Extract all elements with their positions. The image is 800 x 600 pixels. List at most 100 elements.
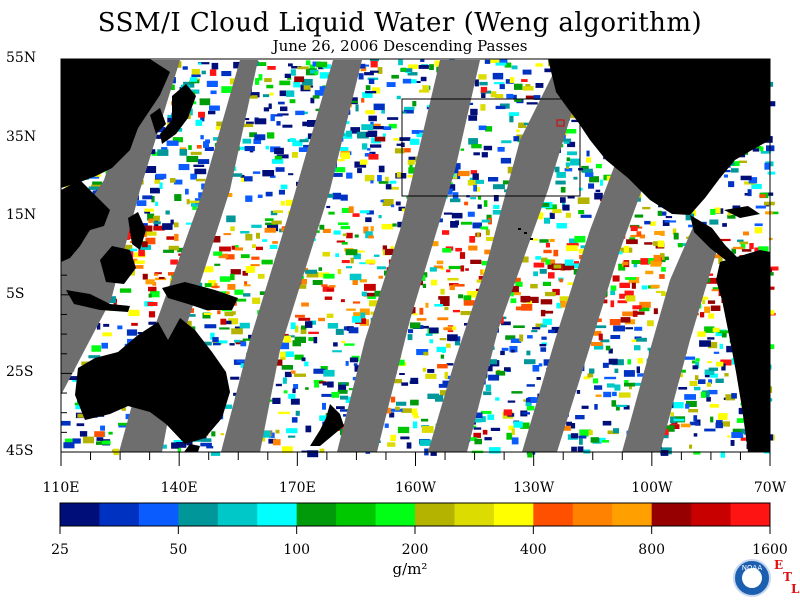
cloud-patch	[208, 280, 216, 286]
cloud-patch	[252, 171, 261, 174]
cloud-patch	[138, 249, 145, 257]
cloud-patch	[276, 121, 281, 126]
cloud-patch	[290, 398, 300, 405]
cloud-patch	[83, 436, 94, 444]
cloud-patch	[591, 342, 603, 346]
cloud-patch	[552, 288, 560, 296]
cloud-patch	[380, 199, 384, 203]
cloud-patch	[398, 359, 405, 366]
cloud-patch	[353, 312, 364, 319]
cloud-patch	[339, 147, 349, 151]
cloud-patch	[173, 179, 183, 185]
cloud-patch	[707, 361, 712, 364]
cloud-patch	[212, 337, 219, 343]
cloud-patch	[507, 166, 515, 174]
cloud-patch	[731, 168, 739, 173]
cloud-patch	[526, 405, 535, 411]
cloud-patch	[522, 412, 530, 415]
cloud-patch	[708, 273, 714, 276]
cloud-patch	[640, 258, 650, 265]
cloud-patch	[657, 240, 665, 248]
cloud-patch	[657, 210, 662, 216]
cloud-patch	[182, 66, 188, 70]
cloud-patch	[420, 76, 427, 82]
cloud-patch	[191, 101, 197, 105]
cloud-patch	[365, 90, 377, 94]
cloud-patch	[271, 159, 284, 164]
colorbar-swatch	[99, 503, 140, 526]
cloud-patch	[500, 350, 505, 356]
cloud-patch	[691, 210, 696, 216]
land-mass	[61, 59, 170, 188]
cloud-patch	[102, 332, 112, 337]
cloud-patch	[386, 82, 396, 87]
cloud-patch	[300, 327, 307, 334]
cloud-patch	[137, 332, 142, 334]
cloud-patch	[559, 296, 571, 302]
cloud-patch	[548, 272, 555, 279]
cloud-patch	[377, 67, 383, 74]
cloud-patch	[158, 277, 165, 279]
cloud-patch	[501, 321, 511, 326]
cloud-patch	[463, 300, 476, 306]
cloud-patch	[203, 341, 212, 346]
cloud-patch	[267, 132, 275, 139]
cloud-patch	[450, 221, 458, 228]
cloud-patch	[641, 285, 648, 290]
cloud-patch	[486, 214, 492, 221]
cloud-patch	[739, 241, 749, 245]
cloud-patch	[712, 287, 719, 291]
cloud-patch	[333, 342, 338, 347]
cloud-patch	[495, 397, 500, 401]
cloud-patch	[634, 214, 644, 218]
cloud-patch	[219, 246, 231, 252]
cloud-patch	[578, 210, 585, 215]
cloud-patch	[712, 327, 720, 333]
cloud-patch	[305, 387, 309, 390]
cloud-patch	[483, 145, 493, 151]
cloud-patch	[148, 218, 154, 223]
cloud-patch	[605, 345, 611, 351]
cloud-patch	[407, 174, 415, 178]
cloud-patch	[121, 405, 126, 411]
cloud-patch	[736, 418, 746, 423]
cloud-patch	[264, 218, 274, 222]
cloud-patch	[92, 181, 102, 187]
cloud-patch	[570, 263, 583, 268]
cloud-patch	[173, 222, 179, 228]
cloud-patch	[277, 113, 289, 116]
cloud-patch	[509, 115, 514, 123]
cloud-patch	[442, 380, 454, 385]
cloud-patch	[166, 140, 179, 146]
cloud-patch	[672, 402, 684, 409]
cloud-patch	[702, 299, 706, 305]
cloud-patch	[693, 451, 701, 455]
cloud-patch	[723, 174, 728, 178]
cloud-patch	[481, 219, 491, 223]
cloud-patch	[410, 377, 419, 384]
cloud-patch	[363, 292, 376, 297]
cloud-patch	[472, 222, 482, 229]
cloud-patch	[721, 363, 726, 371]
cloud-patch	[177, 247, 187, 253]
etl-letter-e: E	[774, 558, 784, 572]
cloud-patch	[235, 245, 239, 249]
cloud-patch	[532, 238, 538, 241]
cloud-patch	[103, 323, 110, 327]
cloud-patch	[353, 363, 358, 366]
cloud-patch	[220, 318, 227, 325]
cloud-patch	[726, 345, 736, 353]
cloud-patch	[248, 92, 260, 98]
cloud-patch	[420, 59, 425, 62]
cloud-patch	[88, 355, 101, 359]
cloud-patch	[361, 98, 365, 103]
cloud-patch	[254, 118, 267, 125]
cloud-patch	[706, 277, 719, 284]
cloud-patch	[454, 340, 461, 346]
cloud-patch	[165, 210, 170, 215]
cloud-patch	[243, 284, 251, 287]
cloud-patch	[516, 129, 520, 133]
cloud-patch	[613, 428, 620, 434]
cloud-patch	[447, 334, 458, 341]
cloud-patch	[319, 448, 325, 453]
